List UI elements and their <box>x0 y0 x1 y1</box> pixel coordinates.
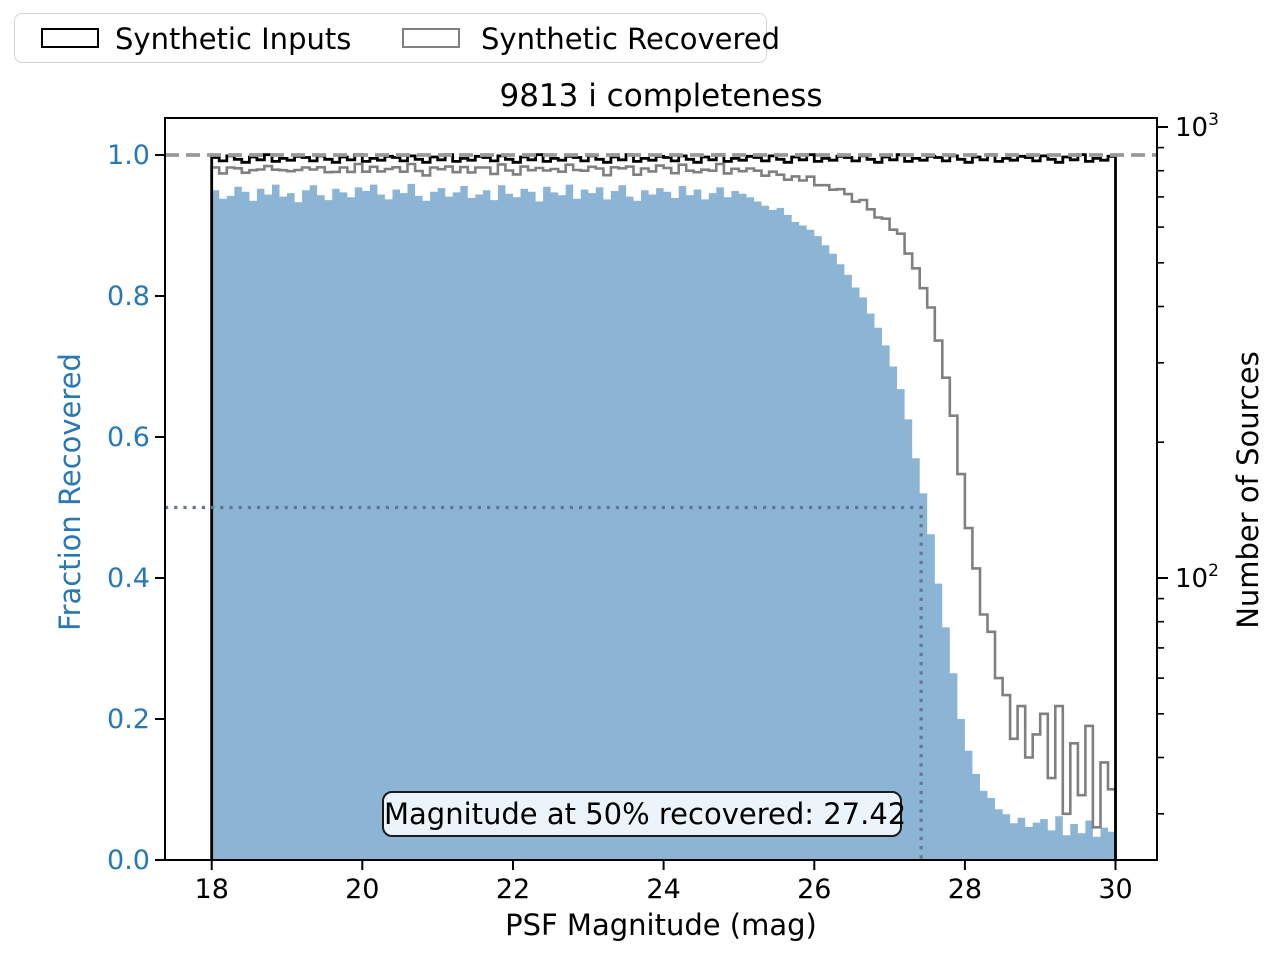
synthetic-recovered-line <box>210 162 1117 860</box>
x-tick-label: 30 <box>1098 874 1132 905</box>
chart-title: 9813 i completeness <box>499 78 823 114</box>
y-left-tick-label: 0.0 <box>107 845 150 876</box>
legend-label-synthetic-inputs: Synthetic Inputs <box>115 22 352 56</box>
x-tick-label: 24 <box>646 874 680 905</box>
x-axis-label: PSF Magnitude (mag) <box>505 908 817 942</box>
x-tick-label: 28 <box>948 874 982 905</box>
left-y-axis-label: Fraction Recovered <box>53 353 87 631</box>
half-recovered-dotted-line <box>165 505 923 860</box>
x-tick-label: 18 <box>195 874 229 905</box>
x-tick-label: 26 <box>797 874 831 905</box>
synthetic-inputs-swatch <box>41 28 99 48</box>
synthetic-recovered-swatch <box>402 28 460 48</box>
x-tick-label: 22 <box>496 874 530 905</box>
half-recovered-annotation: Magnitude at 50% recovered: 27.42 <box>382 791 906 837</box>
y-left-tick-label: 0.6 <box>107 422 150 453</box>
y-right-tick-label: 102 <box>1175 561 1219 594</box>
legend-label-synthetic-recovered: Synthetic Recovered <box>481 22 781 56</box>
y-left-tick-label: 0.2 <box>107 704 150 735</box>
x-tick-label: 20 <box>345 874 379 905</box>
y-left-tick-label: 0.4 <box>107 563 150 594</box>
axes-border <box>164 117 1158 861</box>
y-right-tick-label: 103 <box>1175 110 1219 143</box>
recovered-fraction-bars <box>211 183 1116 860</box>
y-left-tick-label: 1.0 <box>107 140 150 171</box>
legend: Synthetic Inputs Synthetic Recovered <box>14 13 780 63</box>
y-left-tick-label: 0.8 <box>107 281 150 312</box>
right-y-axis-label: Number of Sources <box>1231 351 1265 629</box>
